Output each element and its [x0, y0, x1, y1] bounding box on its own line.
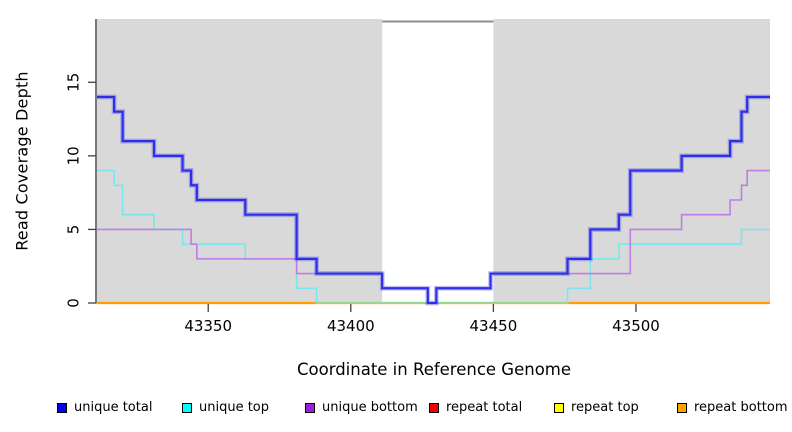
y-tick-label: 5	[65, 225, 83, 235]
y-axis-label: Read Coverage Depth	[12, 71, 32, 251]
series-line-unique-total	[97, 95, 770, 305]
y-tick-label: 10	[65, 146, 83, 165]
x-axis-label: Coordinate in Reference Genome	[296, 360, 572, 379]
x-tick-label: 43450	[470, 317, 518, 335]
x-tick-label: 43400	[327, 317, 375, 335]
uncovered-region-band	[382, 19, 494, 303]
x-tick-label: 43350	[184, 317, 232, 335]
y-tick-label: 15	[65, 73, 83, 92]
x-tick-label: 43500	[612, 317, 660, 335]
y-tick-label: 0	[65, 298, 83, 308]
